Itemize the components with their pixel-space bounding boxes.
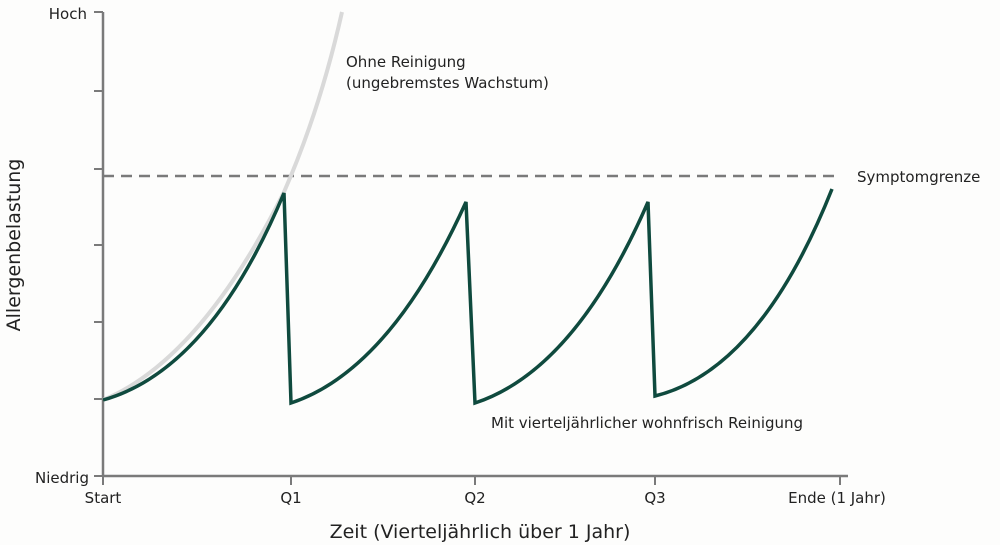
x-tick-q2: Q2 [464, 489, 485, 507]
y-axis-label: Allergenbelastung [3, 159, 25, 332]
x-tick-q3: Q3 [644, 489, 665, 507]
x-tick-q1: Q1 [280, 489, 301, 507]
x-tick-end: Ende (1 Jahr) [788, 489, 886, 507]
y-ticks [94, 11, 103, 477]
series-quarterly-cleaning-line [102, 188, 834, 406]
x-axis-label: Zeit (Vierteljährlich über 1 Jahr) [330, 521, 631, 543]
y-tick-low: Niedrig [35, 469, 89, 487]
x-ticks [102, 476, 841, 485]
y-tick-high: Hoch [49, 5, 87, 23]
x-tick-start: Start [85, 489, 122, 507]
annotation-quarterly-cleaning: Mit vierteljährlicher wohnfrisch Reinigu… [491, 414, 803, 432]
series-no-cleaning-line [102, 11, 344, 402]
annotation-no-cleaning-line1: Ohne Reinigung [346, 53, 466, 71]
threshold-label: Symptomgrenze [857, 168, 980, 186]
annotation-no-cleaning-line2: (ungebremstes Wachstum) [346, 74, 549, 92]
